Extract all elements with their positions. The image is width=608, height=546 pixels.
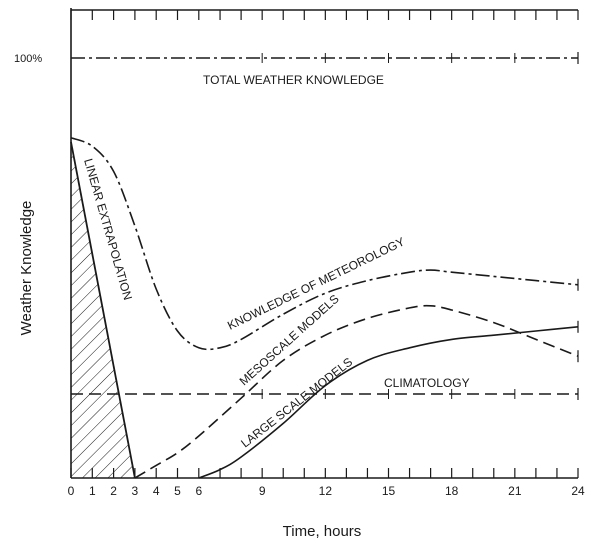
tick-marks (70, 10, 579, 478)
x-tick-label: 5 (174, 484, 181, 498)
x-tick-label: 21 (508, 484, 522, 498)
linear-extrapolation-edge (70, 141, 136, 479)
x-tick-labels: 0 1 2 3 4 5 6 9 12 15 18 21 24 (68, 484, 585, 498)
x-tick-label: 4 (153, 484, 160, 498)
series-line-mesoscale-models (134, 304, 579, 479)
x-tick-label: 6 (195, 484, 202, 498)
x-tick-label: 15 (382, 484, 396, 498)
x-tick-label: 9 (259, 484, 266, 498)
annotation-total-weather-knowledge: TOTAL WEATHER KNOWLEDGE (203, 73, 384, 87)
x-tick-label: 3 (132, 484, 139, 498)
y-axis-title: Weather Knowledge (18, 201, 35, 336)
series-line-large-scale-models (198, 326, 579, 479)
x-tick-label: 0 (68, 484, 75, 498)
annotation-climatology: CLIMATOLOGY (384, 376, 470, 390)
x-tick-label: 18 (445, 484, 459, 498)
y-tick-label-100: 100% (14, 53, 42, 65)
x-axis-title: Time, hours (283, 523, 362, 540)
x-tick-label: 12 (319, 484, 333, 498)
series-line-knowledge-of-meteorology (70, 137, 579, 351)
series-lines (70, 52, 579, 479)
x-tick-label: 24 (571, 484, 585, 498)
x-tick-label: 2 (110, 484, 117, 498)
x-tick-label: 1 (89, 484, 96, 498)
